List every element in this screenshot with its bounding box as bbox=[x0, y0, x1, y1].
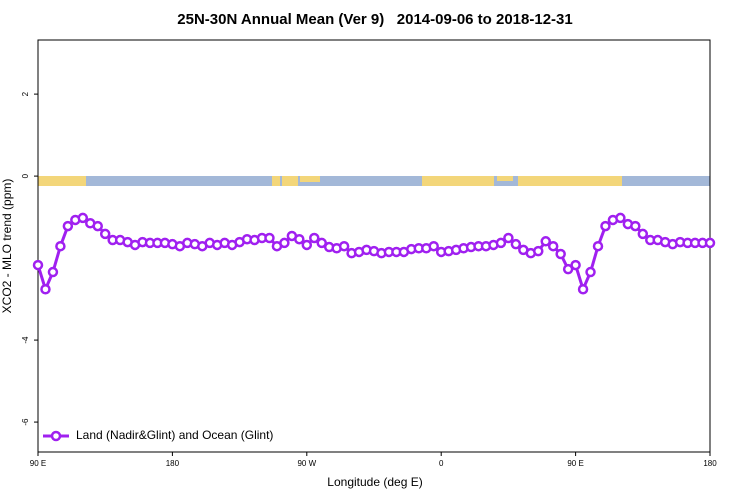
y-tick-label: -6 bbox=[21, 418, 30, 426]
point bbox=[264, 232, 275, 244]
y-tick-label: -4 bbox=[21, 336, 30, 344]
point bbox=[540, 236, 551, 247]
point bbox=[495, 237, 507, 249]
point bbox=[615, 212, 626, 224]
point bbox=[294, 233, 305, 245]
point bbox=[547, 240, 559, 252]
point bbox=[533, 245, 544, 257]
point bbox=[92, 220, 103, 232]
x-axis-label: Longitude (deg E) bbox=[327, 475, 422, 489]
point bbox=[555, 248, 566, 260]
y-tick-label: 2 bbox=[21, 91, 30, 96]
point bbox=[32, 259, 44, 271]
point bbox=[637, 228, 649, 240]
x-tick-label: 90 W bbox=[297, 459, 316, 468]
point bbox=[316, 237, 327, 249]
point bbox=[704, 237, 716, 249]
point bbox=[600, 220, 611, 232]
x-tick-label: 90 E bbox=[30, 459, 46, 468]
x-tick-label: 90 E bbox=[567, 459, 583, 468]
x-tick-label: 180 bbox=[166, 459, 180, 468]
point bbox=[47, 266, 59, 278]
point bbox=[570, 259, 581, 271]
point bbox=[510, 238, 522, 250]
point bbox=[562, 263, 574, 275]
legend-label: Land (Nadir&Glint) and Ocean (Glint) bbox=[76, 428, 273, 442]
surface-strip bbox=[38, 176, 710, 186]
point bbox=[99, 228, 111, 240]
point bbox=[309, 232, 320, 244]
y-tick-label: 0 bbox=[21, 173, 30, 178]
point bbox=[62, 220, 74, 232]
point bbox=[77, 212, 89, 224]
point bbox=[338, 240, 350, 252]
point bbox=[592, 240, 604, 252]
y-axis-label: XCO2 - MLO trend (ppm) bbox=[0, 179, 14, 314]
x-tick-label: 0 bbox=[439, 459, 444, 468]
point bbox=[577, 283, 589, 295]
point bbox=[630, 220, 641, 232]
point bbox=[55, 240, 66, 252]
point bbox=[301, 239, 313, 251]
point bbox=[279, 237, 290, 249]
point bbox=[503, 232, 514, 244]
chart-title: 25N-30N Annual Mean (Ver 9) 2014-09-06 t… bbox=[177, 11, 572, 28]
legend-marker bbox=[50, 430, 62, 442]
point bbox=[428, 240, 439, 252]
x-tick-label: 180 bbox=[703, 459, 717, 468]
point bbox=[40, 283, 51, 295]
point bbox=[585, 266, 596, 278]
